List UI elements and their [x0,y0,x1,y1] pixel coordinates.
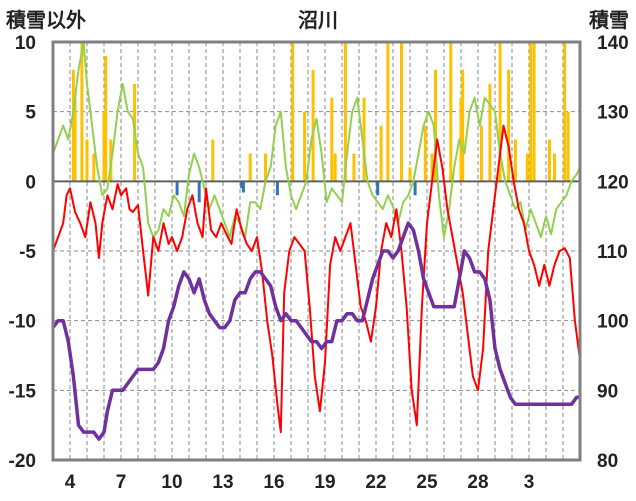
negative-bar [275,181,279,196]
positive-bar [352,153,356,182]
negative-bar [175,181,179,196]
positive-bar [563,42,567,182]
positive-bar [333,153,337,182]
positive-bar [430,153,434,182]
positive-bar [379,125,383,182]
positive-bar [85,139,89,182]
positive-bar [459,97,463,182]
right-tick-label: 80 [597,451,618,472]
x-tick-label: 4 [65,472,76,493]
positive-bar [461,69,465,182]
right-tick-label: 130 [597,103,629,124]
positive-bar [291,42,295,182]
x-tick-label: 16 [263,472,284,493]
x-tick-label: 10 [161,472,182,493]
positive-bar [525,153,529,182]
positive-bar [408,167,412,182]
x-tick-label: 3 [524,472,535,493]
left-tick-label: -15 [9,381,37,402]
positive-bar [264,153,267,182]
positive-bar [73,97,77,182]
right-tick-label: 120 [597,172,629,193]
positive-bar [566,111,570,182]
positive-bar [513,139,517,182]
positive-bar [400,42,403,182]
positive-bar [434,69,437,182]
x-tick-label: 28 [467,472,488,493]
negative-bar [241,181,245,193]
negative-bar [197,181,201,203]
positive-bar [488,83,492,182]
positive-bar [507,69,511,182]
series-line-92d050 [52,41,581,239]
x-tick-label: 19 [314,472,335,493]
right-tick-label: 90 [597,381,618,402]
series-line-ff0000 [52,124,581,434]
x-tick-label: 13 [212,472,233,493]
negative-bar [240,181,244,189]
left-axis-title: 積雪以外 [6,10,86,32]
positive-bar [92,153,96,182]
left-tick-label: -5 [19,242,36,263]
positive-bar [362,97,366,182]
left-tick-label: -10 [9,312,36,333]
positive-bar [547,139,551,182]
positive-bar [330,97,334,182]
positive-bar [71,69,75,182]
right-tick-label: 110 [597,242,628,263]
positive-bar [104,55,108,182]
positive-bar [479,125,483,182]
x-tick-label: 7 [116,472,127,493]
negative-bar [376,181,380,196]
x-tick-label: 25 [416,472,438,493]
positive-bar [449,42,453,182]
chart-title: 沼川 [298,10,338,32]
right-tick-label: 140 [597,33,629,54]
positive-bar [211,139,215,182]
positive-bar [80,42,84,182]
positive-bar [498,42,502,182]
right-tick-label: 100 [597,312,629,333]
left-tick-label: -20 [9,451,36,472]
positive-bar [553,153,556,182]
positive-bar [248,153,252,182]
right-axis-title: 積雪 [589,10,629,32]
positive-bar [529,42,533,182]
positive-bar [343,42,347,182]
x-tick-label: 22 [365,472,386,493]
positive-bar [386,42,390,182]
left-tick-label: 0 [25,172,36,193]
left-tick-label: 10 [15,33,36,54]
series-line-7030a0 [51,221,580,441]
left-tick-label: 5 [25,103,36,124]
negative-bar [413,181,417,196]
positive-bar [303,111,307,182]
positive-bar [532,42,536,182]
positive-bar [311,69,315,182]
positive-bar [102,111,106,182]
positive-bar [423,125,427,182]
plot-frame [51,40,582,462]
